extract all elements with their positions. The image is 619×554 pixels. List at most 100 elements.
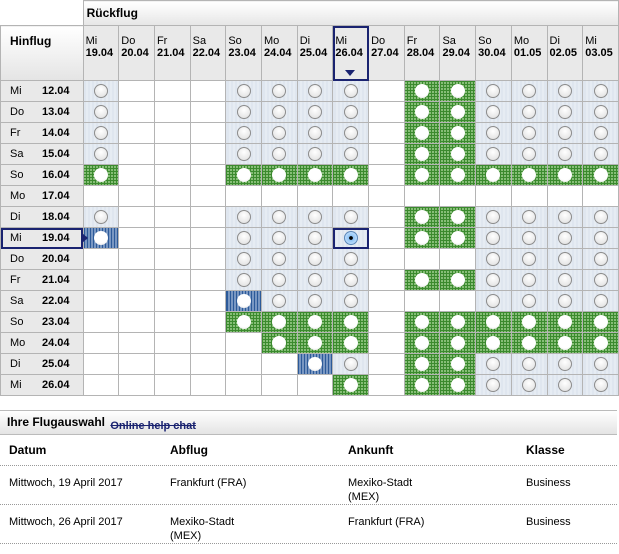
return-date-header[interactable]: Di 02.05 xyxy=(546,25,584,81)
radio-button[interactable] xyxy=(236,210,251,224)
fare-cell[interactable] xyxy=(296,164,334,186)
outbound-date-label[interactable]: So 16.04 xyxy=(0,164,84,186)
fare-cell[interactable] xyxy=(582,290,619,312)
radio-button[interactable] xyxy=(343,105,358,119)
radio-button[interactable] xyxy=(343,273,358,287)
fare-cell[interactable] xyxy=(475,80,512,102)
fare-cell[interactable] xyxy=(475,248,512,270)
radio-button[interactable] xyxy=(272,147,287,161)
fare-cell[interactable] xyxy=(510,227,548,249)
fare-cell[interactable] xyxy=(439,164,477,186)
fare-cell[interactable] xyxy=(403,80,441,102)
fare-cell[interactable] xyxy=(403,101,441,123)
fare-cell[interactable] xyxy=(82,227,120,249)
radio-button[interactable] xyxy=(557,147,572,161)
return-date-header[interactable]: Mi 26.04 xyxy=(332,25,370,81)
radio-button[interactable] xyxy=(272,210,287,224)
fare-cell[interactable] xyxy=(510,353,548,375)
outbound-date-label[interactable]: Sa 15.04 xyxy=(0,143,84,165)
radio-button[interactable] xyxy=(272,105,287,119)
fare-cell[interactable] xyxy=(225,122,263,144)
radio-button[interactable] xyxy=(593,273,608,287)
radio-button[interactable] xyxy=(593,294,608,308)
radio-button[interactable] xyxy=(557,210,572,224)
return-date-header[interactable]: So 23.04 xyxy=(225,25,263,81)
fare-cell[interactable] xyxy=(332,311,370,333)
radio-button[interactable] xyxy=(593,210,608,224)
radio-button[interactable] xyxy=(343,147,358,161)
fare-cell[interactable] xyxy=(439,269,477,291)
fare-cell[interactable] xyxy=(296,143,334,165)
fare-cell[interactable] xyxy=(475,332,512,354)
fare-cell[interactable] xyxy=(510,248,548,270)
fare-cell[interactable] xyxy=(439,80,477,102)
radio-button[interactable] xyxy=(93,168,108,182)
radio-button[interactable] xyxy=(557,357,572,371)
outbound-date-label[interactable]: Di 18.04 xyxy=(0,206,84,228)
radio-button[interactable] xyxy=(236,105,251,119)
radio-button[interactable] xyxy=(343,84,358,98)
fare-cell[interactable] xyxy=(332,269,370,291)
fare-cell[interactable] xyxy=(332,290,370,312)
fare-cell[interactable] xyxy=(296,248,334,270)
fare-cell[interactable] xyxy=(582,80,619,102)
fare-cell[interactable] xyxy=(439,143,477,165)
fare-cell[interactable] xyxy=(261,290,298,312)
radio-button[interactable] xyxy=(486,147,501,161)
fare-cell[interactable] xyxy=(582,353,619,375)
radio-button[interactable] xyxy=(236,84,251,98)
radio-button[interactable] xyxy=(557,126,572,140)
online-help-chat-link[interactable]: Online help chat xyxy=(110,420,196,432)
return-date-header[interactable]: Sa 29.04 xyxy=(439,25,477,81)
fare-cell[interactable] xyxy=(546,80,584,102)
fare-cell[interactable] xyxy=(403,122,441,144)
fare-cell[interactable] xyxy=(475,374,512,396)
return-date-header[interactable]: Mo 24.04 xyxy=(261,25,298,81)
fare-cell[interactable] xyxy=(582,248,619,270)
radio-button[interactable] xyxy=(236,273,251,287)
fare-cell[interactable] xyxy=(403,164,441,186)
outbound-date-label[interactable]: Mi 26.04 xyxy=(0,374,84,396)
fare-cell[interactable] xyxy=(403,353,441,375)
fare-cell[interactable] xyxy=(546,227,584,249)
fare-cell[interactable] xyxy=(510,80,548,102)
radio-button[interactable] xyxy=(450,210,465,224)
radio-button[interactable] xyxy=(522,336,537,350)
radio-button[interactable] xyxy=(593,378,608,392)
fare-cell[interactable] xyxy=(225,311,263,333)
radio-button[interactable] xyxy=(308,294,323,308)
fare-cell[interactable] xyxy=(475,164,512,186)
fare-cell[interactable] xyxy=(439,332,477,354)
radio-button[interactable] xyxy=(593,105,608,119)
fare-cell[interactable] xyxy=(546,311,584,333)
radio-button[interactable] xyxy=(343,294,358,308)
fare-cell[interactable] xyxy=(296,101,334,123)
fare-cell[interactable] xyxy=(225,227,263,249)
radio-button[interactable] xyxy=(557,273,572,287)
radio-button[interactable] xyxy=(236,147,251,161)
fare-cell[interactable] xyxy=(261,227,298,249)
fare-cell[interactable] xyxy=(510,122,548,144)
return-date-header[interactable]: Fr 21.04 xyxy=(153,25,191,81)
radio-button[interactable] xyxy=(236,126,251,140)
radio-button[interactable] xyxy=(236,168,251,182)
fare-cell[interactable] xyxy=(582,101,619,123)
fare-cell[interactable] xyxy=(225,80,263,102)
fare-cell[interactable] xyxy=(82,80,120,102)
radio-button[interactable] xyxy=(93,105,108,119)
radio-button[interactable] xyxy=(486,168,501,182)
fare-cell[interactable] xyxy=(225,290,263,312)
fare-cell[interactable] xyxy=(82,164,120,186)
fare-cell[interactable] xyxy=(582,311,619,333)
radio-button[interactable] xyxy=(272,336,287,350)
fare-cell[interactable] xyxy=(582,206,619,228)
radio-button[interactable] xyxy=(343,126,358,140)
radio-button[interactable] xyxy=(486,84,501,98)
return-date-header[interactable]: Do 20.04 xyxy=(118,25,155,81)
radio-button[interactable] xyxy=(343,168,358,182)
radio-button[interactable] xyxy=(522,126,537,140)
radio-button[interactable] xyxy=(450,273,465,287)
radio-button[interactable] xyxy=(522,231,537,245)
radio-button[interactable] xyxy=(415,273,430,287)
fare-cell[interactable] xyxy=(475,353,512,375)
